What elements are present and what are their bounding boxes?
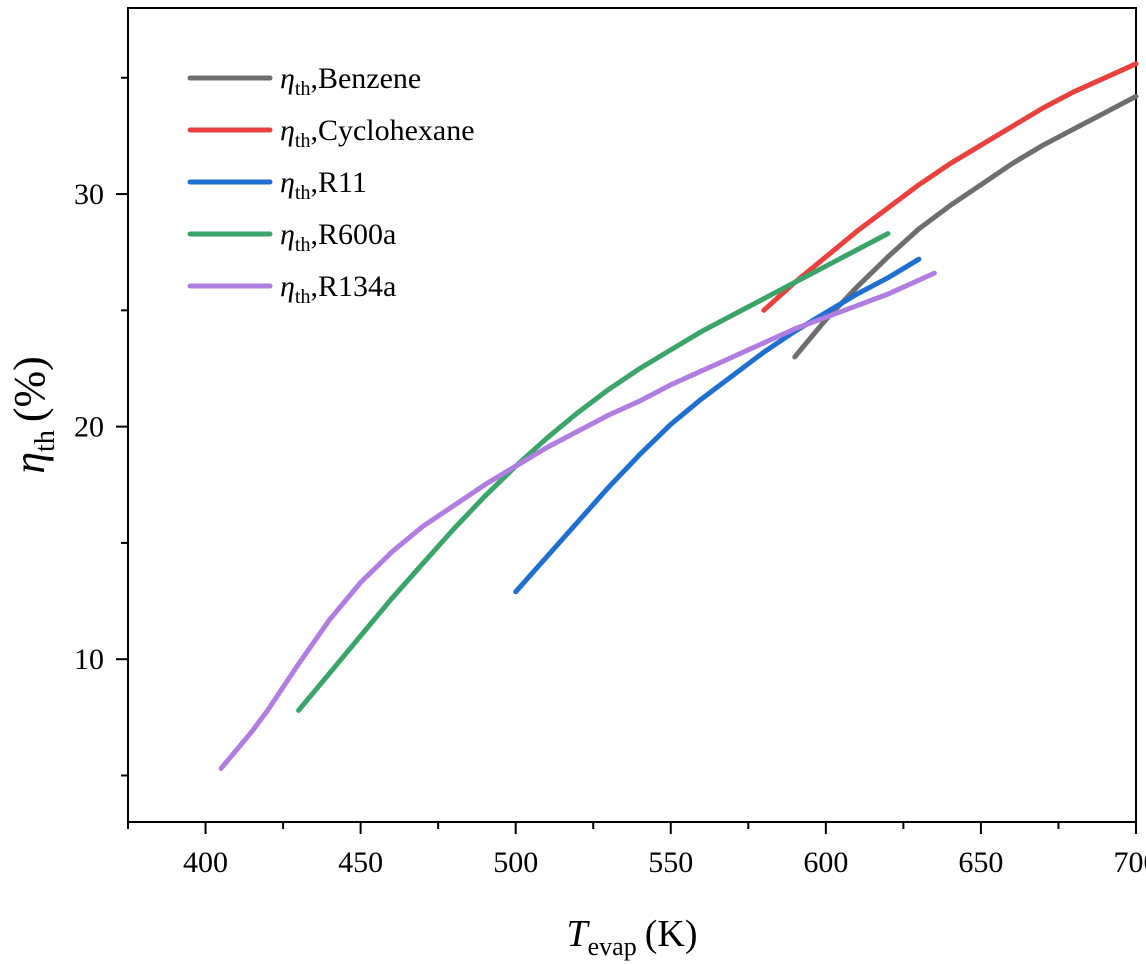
- series-line-r600a: [296, 231, 891, 713]
- y-tick-label: 20: [74, 411, 104, 444]
- series-line-r134a: [218, 270, 937, 771]
- legend: ηth,Benzeneηth,Cyclohexaneηth,R11ηth,R60…: [187, 62, 475, 308]
- legend-symbol: η: [280, 270, 295, 303]
- x-tick-label: 450: [338, 846, 383, 879]
- legend-series-name: ,Cyclohexane: [310, 114, 474, 147]
- legend-symbol: η: [280, 62, 295, 95]
- x-axis-title: Tevap (K): [567, 913, 698, 961]
- legend-label-r600a: ηth,R600a: [280, 218, 396, 256]
- legend-subscript: th: [295, 234, 311, 256]
- x-axis-ticks: 400 450 500 550 600 650 700: [127, 822, 1146, 879]
- legend-subscript: th: [295, 286, 311, 308]
- y-axis-subscript: th: [30, 430, 61, 452]
- plot-frame: [127, 7, 1137, 823]
- y-axis-symbol: η: [5, 452, 54, 474]
- legend-symbol: η: [280, 218, 295, 251]
- x-tick-label: 500: [493, 846, 538, 879]
- legend-series-name: ,Benzene: [310, 62, 421, 95]
- x-tick-label: 600: [803, 846, 848, 879]
- series-line-benzene: [792, 93, 1139, 360]
- legend-series-name: ,R11: [310, 166, 366, 199]
- legend-subscript: th: [295, 182, 311, 204]
- y-axis-ticks: 10 20 30: [74, 76, 128, 777]
- legend-series-name: ,R600a: [310, 218, 396, 251]
- legend-subscript: th: [295, 130, 311, 152]
- legend-label-r134a: ηth,R134a: [280, 270, 396, 308]
- legend-subscript: th: [295, 78, 311, 100]
- x-tick-label: 700: [1114, 846, 1146, 879]
- series-line-cyclohexane: [761, 61, 1139, 313]
- legend-symbol: η: [280, 166, 295, 199]
- legend-label-benzene: ηth,Benzene: [280, 62, 421, 100]
- legend-label-cyclohexane: ηth,Cyclohexane: [280, 114, 475, 152]
- x-tick-label: 550: [648, 846, 693, 879]
- x-axis-subscript: evap: [588, 932, 637, 961]
- x-axis-unit: (K): [645, 913, 698, 955]
- series-line-r11: [513, 256, 922, 595]
- legend-label-r11: ηth,R11: [280, 166, 367, 204]
- x-tick-label: 650: [958, 846, 1003, 879]
- y-tick-label: 30: [74, 178, 104, 211]
- legend-symbol: η: [280, 114, 295, 147]
- y-axis-title: ηth (%): [5, 356, 61, 474]
- y-axis-unit: (%): [5, 356, 54, 422]
- x-axis-symbol: T: [567, 913, 591, 955]
- legend-series-name: ,R134a: [310, 270, 396, 303]
- y-tick-label: 10: [74, 643, 104, 676]
- x-tick-label: 400: [183, 846, 228, 879]
- series-layer: [218, 61, 1139, 771]
